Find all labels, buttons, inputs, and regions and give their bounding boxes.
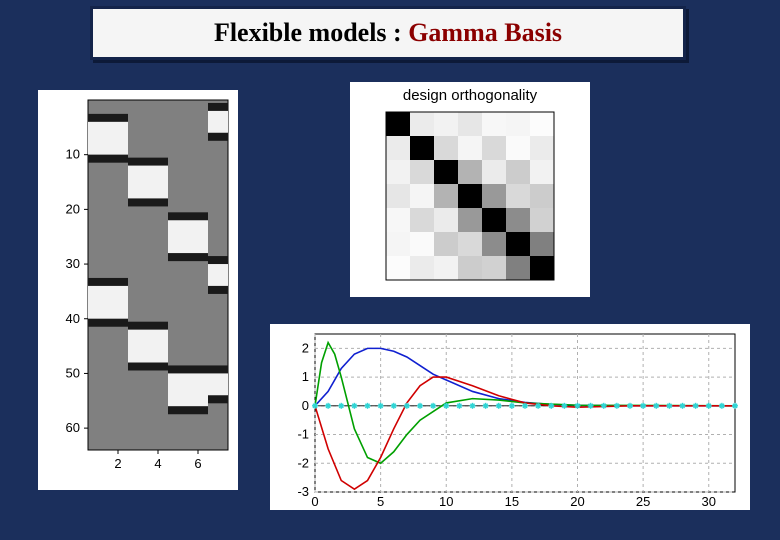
svg-text:1: 1 xyxy=(302,369,309,384)
svg-text:20: 20 xyxy=(66,201,80,216)
svg-text:10: 10 xyxy=(66,147,80,162)
design-matrix-panel: 10 20 30 40 50 60 2 4 6 xyxy=(38,90,238,490)
svg-text:4: 4 xyxy=(154,456,161,471)
orthogonality-panel: design orthogonality xyxy=(350,82,590,297)
svg-text:2: 2 xyxy=(302,340,309,355)
svg-text:50: 50 xyxy=(66,365,80,380)
svg-text:design orthogonality: design orthogonality xyxy=(403,87,538,104)
svg-text:60: 60 xyxy=(66,420,80,435)
svg-text:40: 40 xyxy=(66,311,80,326)
svg-text:0: 0 xyxy=(311,494,318,509)
title-emph: Gamma Basis xyxy=(408,18,562,47)
svg-text:2: 2 xyxy=(114,456,121,471)
svg-text:25: 25 xyxy=(636,494,650,509)
svg-text:15: 15 xyxy=(505,494,519,509)
svg-text:5: 5 xyxy=(377,494,384,509)
svg-text:-1: -1 xyxy=(297,427,309,442)
svg-text:10: 10 xyxy=(439,494,453,509)
svg-text:-3: -3 xyxy=(297,484,309,499)
svg-text:20: 20 xyxy=(570,494,584,509)
design-matrix-svg: 10 20 30 40 50 60 2 4 6 xyxy=(38,90,238,490)
basis-plot-panel: 0 5 10 15 20 25 30 -3 -2 -1 0 1 2 xyxy=(270,324,750,510)
svg-text:6: 6 xyxy=(194,456,201,471)
slide-title-box: Flexible models : Gamma Basis xyxy=(90,6,686,60)
svg-text:0: 0 xyxy=(302,398,309,413)
svg-text:30: 30 xyxy=(66,256,80,271)
basis-plot-svg: 0 5 10 15 20 25 30 -3 -2 -1 0 1 2 xyxy=(270,324,750,510)
orthogonality-svg: design orthogonality xyxy=(350,82,590,297)
svg-text:-2: -2 xyxy=(297,455,309,470)
title-plain: Flexible models : xyxy=(214,18,408,47)
svg-text:30: 30 xyxy=(702,494,716,509)
